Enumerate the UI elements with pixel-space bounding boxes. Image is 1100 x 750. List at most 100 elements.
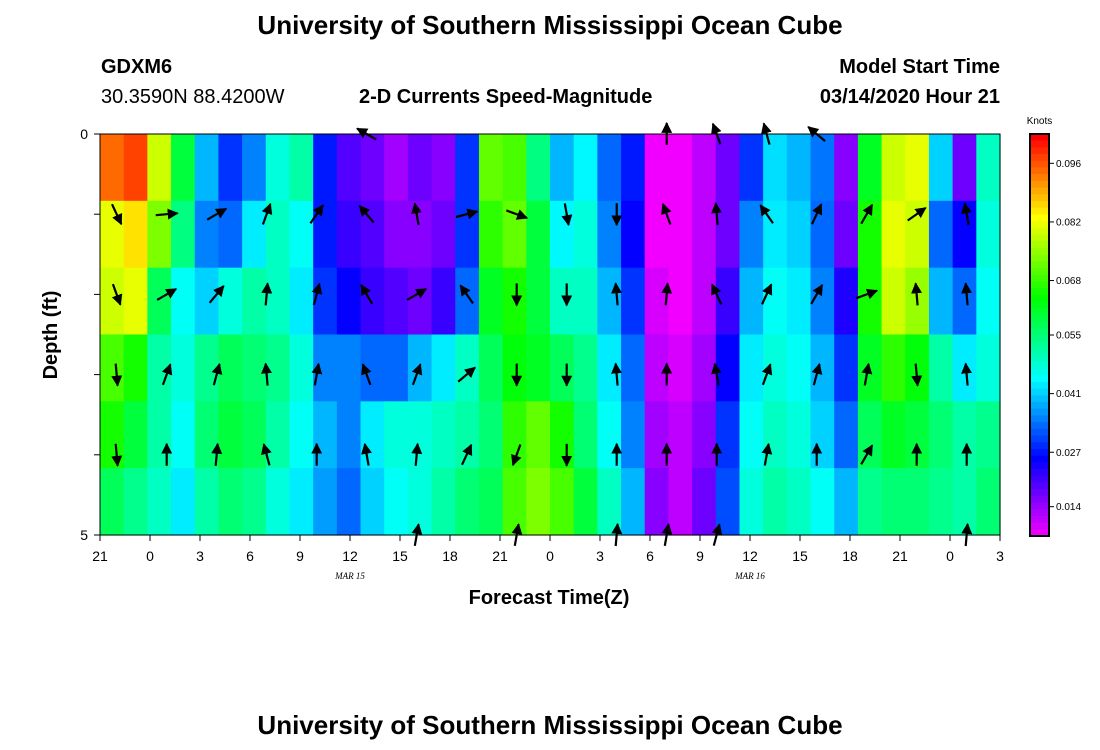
heatmap-cell xyxy=(573,134,598,202)
x-tick-label: 0 xyxy=(946,548,954,564)
current-vector xyxy=(261,362,273,386)
heatmap-cell xyxy=(147,267,172,336)
colorbar-segment xyxy=(1030,268,1049,276)
bottom-title: University of Southern Mississippi Ocean… xyxy=(257,710,843,740)
current-vector xyxy=(961,202,972,226)
colorbar-segment xyxy=(1030,174,1049,182)
colorbar-segment xyxy=(1030,448,1049,457)
heatmap-cell xyxy=(478,267,504,336)
heatmap-cell xyxy=(478,200,504,269)
heatmap-cell xyxy=(123,134,148,202)
current-vector xyxy=(711,362,722,386)
colorbar-segment xyxy=(1030,154,1049,162)
colorbar-segment xyxy=(1030,301,1049,309)
heatmap-cell xyxy=(573,401,598,469)
heatmap-cell xyxy=(644,468,670,536)
heatmap-cell xyxy=(786,334,812,402)
current-vector xyxy=(406,287,428,301)
current-vector xyxy=(261,443,272,466)
current-vector xyxy=(761,442,773,466)
colorbar-segment xyxy=(1030,489,1049,497)
heatmap-cell xyxy=(692,401,717,469)
colorbar-segment xyxy=(1030,428,1049,437)
heatmap-cell xyxy=(786,468,812,536)
heatmap-cell xyxy=(810,468,835,536)
heatmap-cell xyxy=(360,401,385,469)
heatmap-cell xyxy=(194,401,220,469)
heatmap-cell xyxy=(597,200,622,269)
current-vector xyxy=(761,283,773,305)
heatmap-cell xyxy=(242,468,267,536)
heatmap-cell xyxy=(905,134,930,202)
heatmap-cell xyxy=(336,468,362,536)
colorbar-tick-label: 0.055 xyxy=(1056,331,1081,342)
heatmap-cell xyxy=(715,401,741,469)
heatmap-cell xyxy=(550,200,575,269)
heatmap-cell xyxy=(455,468,480,536)
heatmap-cell xyxy=(621,267,646,336)
current-vector xyxy=(907,206,927,222)
heatmap-cell xyxy=(384,468,409,536)
heatmap-cell xyxy=(928,200,954,269)
heatmap-cell xyxy=(100,267,125,336)
heatmap-cell xyxy=(550,334,575,402)
heatmap-cell xyxy=(597,401,622,469)
heatmap-cell xyxy=(431,200,456,269)
x-tick-label: 12 xyxy=(342,548,358,564)
heatmap-cell xyxy=(384,267,409,336)
colorbar-segment xyxy=(1030,308,1049,316)
heatmap-cell xyxy=(715,200,741,269)
x-tick-label: 15 xyxy=(792,548,808,564)
colorbar-tick-label: 0.068 xyxy=(1056,276,1081,287)
heatmap-cell xyxy=(763,134,788,202)
heatmap-cell xyxy=(739,401,764,469)
heatmap-cell xyxy=(928,134,954,202)
current-vector xyxy=(311,282,323,306)
heatmap-cell xyxy=(952,468,977,536)
heatmap-cell xyxy=(952,267,977,336)
heatmap-cell xyxy=(336,200,362,269)
colorbar-segment xyxy=(1030,361,1049,370)
current-vector xyxy=(411,442,423,466)
current-vector xyxy=(211,442,223,466)
heatmap-cell xyxy=(739,334,764,402)
heatmap-cells xyxy=(100,134,1001,536)
current-vector xyxy=(711,202,723,226)
heatmap-cell xyxy=(550,267,575,336)
heatmap-cell xyxy=(810,134,835,202)
current-vector xyxy=(361,363,372,386)
current-vector xyxy=(855,288,879,300)
colorbar-segment xyxy=(1030,442,1049,450)
current-vector xyxy=(561,203,573,227)
colorbar-segment xyxy=(1030,221,1049,229)
colorbar-segment xyxy=(1030,509,1049,517)
heatmap-cell xyxy=(881,134,906,202)
heatmap-cell xyxy=(715,334,741,402)
heatmap-cell xyxy=(194,334,220,402)
colorbar-segment xyxy=(1030,422,1049,430)
heatmap-cell xyxy=(384,134,409,202)
current-vector xyxy=(309,204,324,224)
colorbar-segment xyxy=(1030,247,1049,256)
heatmap-cell xyxy=(834,134,859,202)
heatmap-cell xyxy=(171,334,196,402)
heatmap-cell xyxy=(147,468,172,536)
heatmap-cell xyxy=(810,334,835,402)
date-label: MAR 16 xyxy=(734,571,765,581)
heatmap-cell xyxy=(478,401,504,469)
heatmap-cell xyxy=(810,401,835,469)
heatmap-cell xyxy=(905,200,930,269)
heatmap-cell xyxy=(455,334,480,402)
colorbar-segment xyxy=(1030,388,1049,396)
current-vector xyxy=(311,362,323,386)
heatmap-cell xyxy=(360,267,385,336)
colorbar-segment xyxy=(1030,381,1049,390)
current-vector xyxy=(206,207,228,221)
heatmap-cell xyxy=(313,468,338,536)
heatmap-cell xyxy=(123,267,148,336)
heatmap-cell xyxy=(384,401,409,469)
axes: 21 0 3 6 9 12 15 18 21 0 3 6 9 12 15 18 21 0 3 MAR 15 MAR 16… xyxy=(80,126,1004,581)
current-vector xyxy=(261,282,273,306)
heatmap-cell xyxy=(265,468,291,536)
heatmap-cell xyxy=(881,267,906,336)
